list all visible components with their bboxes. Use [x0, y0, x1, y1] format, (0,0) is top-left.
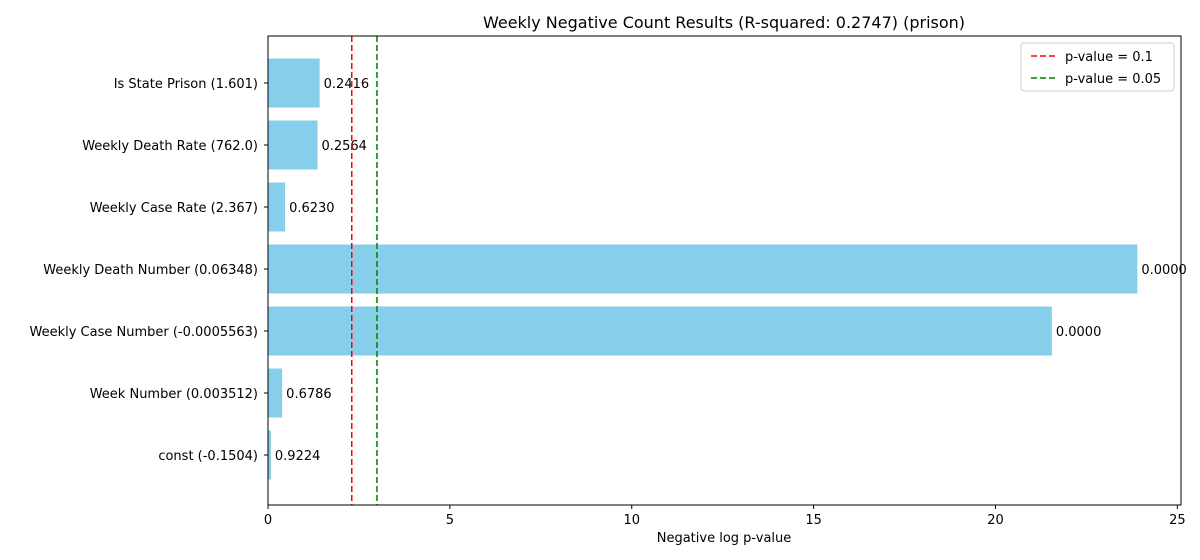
bar — [268, 306, 1052, 356]
bar-value-label: 0.0000 — [1141, 263, 1187, 278]
x-tick-label: 0 — [264, 513, 272, 528]
bar-labels-layer: 0.2416 0.2564 0.6230 0.0000 0.0000 0.6786 0.92… — [275, 77, 1187, 464]
bar-value-label: 0.2564 — [321, 139, 367, 154]
bar-value-label: 0.0000 — [1056, 325, 1102, 340]
chart-title: Weekly Negative Count Results (R-squared… — [483, 13, 965, 32]
bar-value-label: 0.6786 — [286, 387, 332, 402]
legend-box — [1020, 42, 1175, 92]
bar — [268, 430, 271, 480]
x-tick-label: 15 — [805, 513, 822, 528]
y-axis: Is State Prison (1.601) Weekly Death Rate… — [30, 77, 268, 464]
plot-frame — [267, 35, 1182, 506]
legend-entry: p-value = 0.1 — [1065, 50, 1153, 65]
x-axis-label: Negative log p-value — [657, 531, 792, 546]
x-tick-label: 10 — [623, 513, 640, 528]
x-tick-label: 25 — [1169, 513, 1186, 528]
legend-entry: p-value = 0.05 — [1065, 72, 1161, 87]
bar — [268, 182, 286, 232]
y-tick-label: const (-0.1504) — [158, 449, 258, 464]
bar-value-label: 0.2416 — [324, 77, 370, 92]
bar-value-label: 0.9224 — [275, 449, 321, 464]
y-tick-label: Is State Prison (1.601) — [114, 77, 258, 92]
bar — [268, 244, 1138, 294]
y-tick-label: Weekly Case Number (-0.0005563) — [30, 325, 259, 340]
bar-value-label: 0.6230 — [289, 201, 335, 216]
y-tick-label: Weekly Death Number (0.06348) — [43, 263, 258, 278]
y-tick-label: Week Number (0.003512) — [90, 387, 258, 402]
bar — [268, 368, 283, 418]
x-axis: 0 5 10 15 20 25 — [264, 505, 1186, 528]
legend: p-value = 0.1 p-value = 0.05 — [1020, 42, 1175, 92]
y-tick-label: Weekly Death Rate (762.0) — [82, 139, 258, 154]
bar — [268, 120, 318, 170]
x-tick-label: 20 — [987, 513, 1004, 528]
bar — [268, 58, 320, 108]
reference-lines-layer — [351, 36, 378, 505]
x-tick-label: 5 — [446, 513, 454, 528]
bars-layer — [268, 58, 1138, 480]
y-tick-label: Weekly Case Rate (2.367) — [90, 201, 258, 216]
